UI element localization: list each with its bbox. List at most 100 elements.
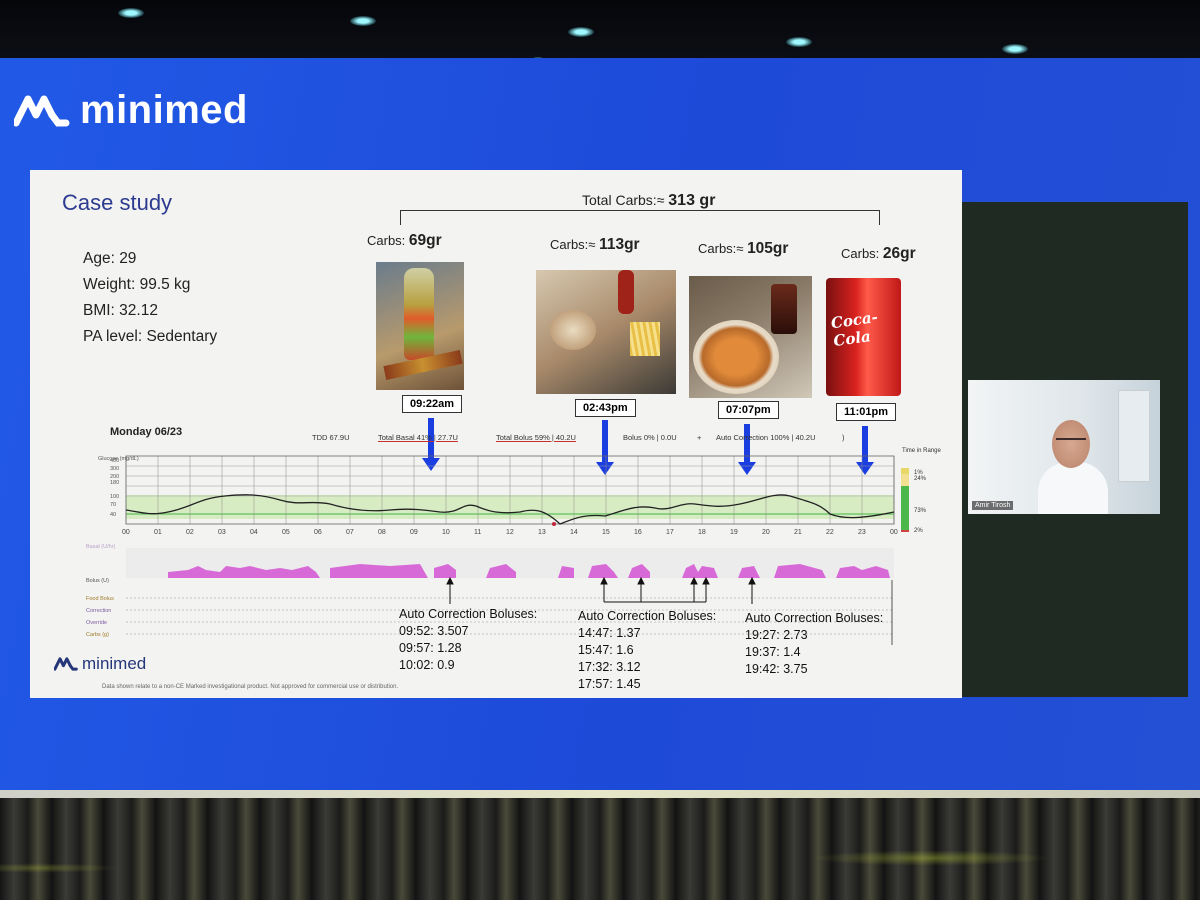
correction-arrow-icon xyxy=(600,576,608,585)
chart-row-label: Correction xyxy=(86,608,111,614)
meal-carbs-prefix: Carbs: xyxy=(367,233,406,248)
bolus-stat: Total Bolus 59% | 40.2U xyxy=(496,433,576,442)
disclaimer: Data shown relate to a non-CE Marked inv… xyxy=(102,684,399,690)
auto-correction-item: 19:37: 1.4 xyxy=(745,645,801,659)
patient-age: Age: 29 xyxy=(83,250,137,267)
glasses-icon xyxy=(1056,438,1086,446)
coca-cola-can-photo: Coca-Cola xyxy=(826,278,901,396)
meal-carbs-value: 69gr xyxy=(408,232,442,249)
meal-carbs-prefix: Carbs:≈ xyxy=(550,237,596,252)
brand-name: minimed xyxy=(80,88,248,132)
time-in-range-title: Time in Range xyxy=(902,448,941,454)
time-tick-label: 06 xyxy=(314,529,322,536)
patient-bmi: BMI: 32.12 xyxy=(83,302,158,319)
presenter-face xyxy=(1052,420,1090,468)
auto-correction-item: 09:57: 1.28 xyxy=(399,641,462,655)
basal-area xyxy=(588,564,618,578)
basal-area xyxy=(628,564,650,578)
basal-area xyxy=(434,564,456,578)
meal-carbs-label: Carbs: 26gr xyxy=(841,245,916,263)
time-tick-label: 07 xyxy=(346,529,354,536)
basal-area xyxy=(738,566,760,578)
tdd-stat: TDD 67.9U xyxy=(312,433,350,442)
time-tick-label: 16 xyxy=(634,529,642,536)
auto-correction-title: Auto Correction Boluses: xyxy=(399,607,538,621)
time-tick-label: 05 xyxy=(282,529,290,536)
meal-carbs-label: Carbs:≈ 113gr xyxy=(550,236,640,254)
presenter-shirt xyxy=(1038,462,1108,514)
drink-and-candy-bar-photo xyxy=(376,262,464,390)
slide-title: Case study xyxy=(62,190,173,215)
chart-row-label: Food Bolus xyxy=(86,596,114,602)
meal-time: 02:43pm xyxy=(575,399,636,417)
glucose-tick-label: 100 xyxy=(110,494,119,500)
ceiling-light xyxy=(118,8,144,18)
time-tick-label: 22 xyxy=(826,529,834,536)
chart-row-label: Carbs (g) xyxy=(86,632,109,638)
time-tick-label: 03 xyxy=(218,529,226,536)
tir-value: 1% xyxy=(914,470,923,476)
meal-time: 09:22am xyxy=(402,395,463,413)
minimed-logo-icon xyxy=(54,657,78,671)
time-tick-label: 00 xyxy=(122,529,130,536)
chart-row-labels: Basal (U/hr) Bolus (U) Food Bolus Correctio… xyxy=(86,544,116,638)
meal-carbs-prefix: Carbs:≈ xyxy=(698,241,744,256)
minimed-logo-icon xyxy=(14,95,70,126)
correction-arrow-icon xyxy=(446,576,454,585)
basal-area xyxy=(486,564,516,578)
time-tick-label: 12 xyxy=(506,529,514,536)
meal-time: 07:07pm xyxy=(718,401,779,419)
correction-arrow-icon xyxy=(690,576,698,585)
time-tick-label: 15 xyxy=(602,529,610,536)
basal-area xyxy=(558,566,574,578)
presenter-webcam: Amir Tirosh xyxy=(968,380,1160,514)
total-carbs-prefix: Total Carbs:≈ xyxy=(582,192,665,208)
meal-time: 11:01pm xyxy=(836,403,897,421)
stage-light-strip xyxy=(0,790,1200,798)
auto-correction-block: Auto Correction Boluses: 14:47: 1.37 15:… xyxy=(578,608,716,693)
basal-area xyxy=(774,564,826,578)
correction-arrow-icon xyxy=(637,576,645,585)
stage-curtain-glow xyxy=(0,798,1200,900)
total-carbs-bracket xyxy=(400,210,880,225)
tir-value: 24% xyxy=(914,476,927,482)
basal-area xyxy=(330,564,428,578)
time-axis-ticks: 00 01 02 03 04 05 06 07 08 09 10 11 12 13 14 15 16 17 18 19… xyxy=(122,529,898,536)
meal-carbs-label: Carbs: 69gr xyxy=(367,232,442,250)
total-carbs-value: 313 gr xyxy=(668,192,716,209)
glucose-tick-label: 200 xyxy=(110,474,119,480)
chart-row-label: Basal (U/hr) xyxy=(86,544,116,550)
meal-carbs-prefix: Carbs: xyxy=(841,246,880,261)
brand-header: minimed xyxy=(14,88,248,133)
ceiling-light xyxy=(786,37,812,47)
basal-area xyxy=(836,566,890,578)
pasta-bowl-photo xyxy=(689,276,812,398)
time-tick-label: 17 xyxy=(666,529,674,536)
time-tick-label: 09 xyxy=(410,529,418,536)
auto-correction-item: 19:27: 2.73 xyxy=(745,628,808,642)
auto-correction-title: Auto Correction Boluses: xyxy=(745,611,884,625)
glucose-tick-label: 40 xyxy=(110,512,116,518)
correction-arrow-icon xyxy=(748,576,756,585)
glucose-tick-label: 300 xyxy=(110,466,119,472)
tir-above-segment xyxy=(901,474,909,486)
time-tick-label: 01 xyxy=(154,529,162,536)
meal-carbs-value: 113gr xyxy=(599,236,640,253)
time-tick-label: 13 xyxy=(538,529,546,536)
basal-area xyxy=(168,566,320,578)
ceiling-light xyxy=(350,16,376,26)
time-tick-label: 02 xyxy=(186,529,194,536)
basal-area xyxy=(682,564,718,578)
glucose-tick-label: 400 xyxy=(110,458,119,464)
meal-arrow-icon xyxy=(856,426,874,475)
stage-curtain xyxy=(0,798,1200,900)
tir-high-segment xyxy=(901,468,909,474)
auto-correction-stat: Auto Correction 100% | 40.2U xyxy=(716,433,816,442)
meal-arrow-icon xyxy=(596,420,614,475)
total-carbs-label: Total Carbs:≈ 313 gr xyxy=(582,192,715,210)
glucose-trace xyxy=(125,494,895,525)
footer-brand-name: minimed xyxy=(82,654,147,673)
correction-markers xyxy=(446,576,893,645)
